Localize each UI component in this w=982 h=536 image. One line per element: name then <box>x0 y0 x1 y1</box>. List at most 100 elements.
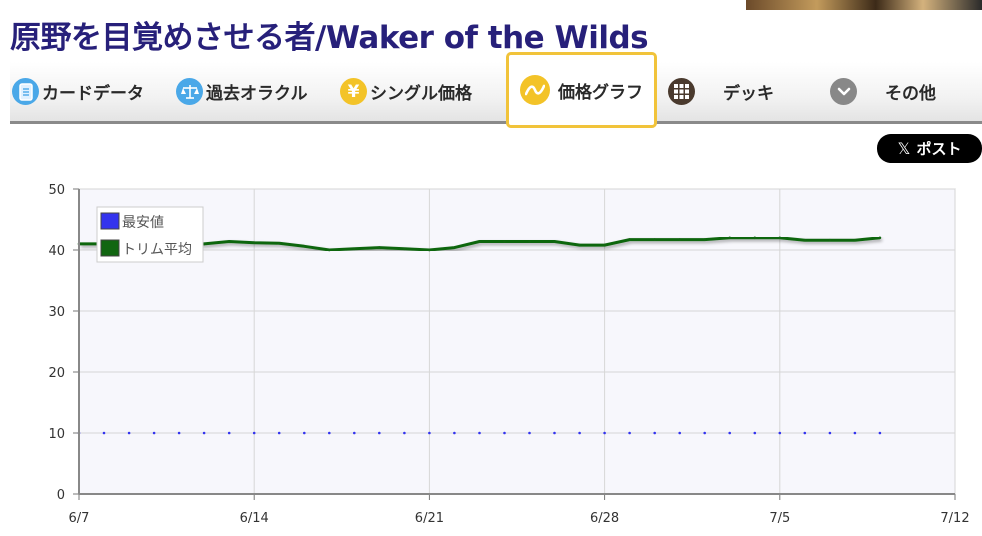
y-tick-label: 0 <box>57 488 65 503</box>
legend-swatch <box>100 212 120 230</box>
data-point <box>478 240 481 243</box>
data-point <box>303 431 306 435</box>
tab-label: その他 <box>885 84 936 104</box>
data-point <box>653 431 656 435</box>
oracle-icon <box>176 78 203 105</box>
data-point <box>778 431 782 435</box>
x-logo-icon: 𝕏 <box>897 139 911 158</box>
legend-label: 最安値 <box>122 215 164 231</box>
data-point <box>252 241 256 244</box>
data-point <box>277 242 281 245</box>
data-point <box>728 236 731 240</box>
x-tick-label: 7/5 <box>769 511 790 526</box>
data-point <box>828 431 832 435</box>
top-right-card-image <box>746 0 982 10</box>
data-point <box>478 431 481 435</box>
data-point <box>202 431 206 435</box>
plot-area <box>78 188 956 495</box>
data-point <box>603 243 606 247</box>
legend-swatch <box>100 239 120 257</box>
data-point <box>878 236 882 240</box>
data-point <box>853 238 857 242</box>
data-point <box>403 247 406 251</box>
data-point <box>102 431 106 435</box>
data-point <box>328 248 331 252</box>
y-tick-label: 30 <box>48 305 65 320</box>
data-point <box>428 248 431 252</box>
price-graph-icon <box>520 75 550 105</box>
card-data-icon <box>12 78 39 105</box>
page-title: 原野を目覚めさせる者/Waker of the Wilds <box>10 20 649 56</box>
yen-icon: ¥ <box>340 78 367 105</box>
price-chart: 0 10 20 30 40 50 6/7 6/14 6/21 6/28 7/5 7/12 最安値トリム… <box>48 183 969 526</box>
tab-price-graph[interactable]: 価格グラフ <box>506 52 657 128</box>
data-point <box>803 431 807 435</box>
y-tick-label: 20 <box>48 366 65 381</box>
data-point <box>353 431 356 435</box>
tab-label: 過去オラクル <box>206 84 308 104</box>
data-point <box>177 431 181 435</box>
data-point <box>803 238 807 242</box>
data-point <box>878 431 882 435</box>
data-point <box>528 240 531 243</box>
legend-label: トリム平均 <box>122 242 192 258</box>
x-tick-label: 6/21 <box>415 511 444 526</box>
data-point <box>678 238 681 241</box>
data-point <box>528 431 531 435</box>
data-point <box>628 431 631 435</box>
data-point <box>703 431 706 435</box>
x-tick-label: 7/12 <box>940 511 969 526</box>
data-point <box>553 431 556 435</box>
post-label: ポスト <box>916 140 962 158</box>
tab-card-data[interactable]: カードデータ <box>12 62 144 121</box>
data-point <box>127 431 131 435</box>
deck-grid-icon <box>668 78 695 105</box>
y-tick-label: 50 <box>48 183 65 198</box>
data-point <box>453 246 456 249</box>
data-point <box>853 431 857 435</box>
data-point <box>403 431 406 435</box>
tab-label: デッキ <box>723 84 774 104</box>
tab-label: カードデータ <box>42 84 144 104</box>
data-point <box>277 431 281 435</box>
x-tick-label: 6/7 <box>69 511 90 526</box>
tab-label: シングル価格 <box>370 84 472 104</box>
data-point <box>328 431 331 435</box>
data-point <box>303 245 306 248</box>
x-tick-label: 6/28 <box>590 511 619 526</box>
data-point <box>152 431 156 435</box>
data-point <box>553 240 556 243</box>
data-point <box>353 247 356 251</box>
data-point <box>227 240 231 243</box>
data-point <box>503 240 506 243</box>
data-point <box>378 431 381 435</box>
data-point <box>728 431 731 435</box>
data-point <box>378 246 381 249</box>
data-point <box>227 431 231 435</box>
tab-bar: カードデータ 過去オラクル ¥ シングル価格 デッキ その他 <box>10 62 982 124</box>
data-point <box>453 431 456 435</box>
tab-other[interactable]: その他 <box>830 62 936 121</box>
data-point <box>778 236 782 240</box>
tab-deck[interactable]: デッキ <box>668 62 774 121</box>
data-point <box>703 238 706 241</box>
y-tick-label: 10 <box>48 427 65 442</box>
data-point <box>578 431 581 435</box>
data-point <box>628 238 631 241</box>
data-point <box>252 431 256 435</box>
tab-single-price[interactable]: ¥ シングル価格 <box>340 62 472 121</box>
data-point <box>678 431 681 435</box>
x-post-button[interactable]: 𝕏 ポスト <box>877 134 982 163</box>
data-point <box>603 431 606 435</box>
data-point <box>828 238 832 242</box>
y-tick-label: 40 <box>48 244 65 259</box>
data-point <box>503 431 506 435</box>
data-point <box>428 431 431 435</box>
tab-label: 価格グラフ <box>558 82 643 103</box>
data-point <box>578 243 581 247</box>
tab-past-oracle[interactable]: 過去オラクル <box>176 62 308 121</box>
data-point <box>653 238 656 241</box>
data-point <box>753 236 757 240</box>
data-point <box>753 431 757 435</box>
more-chevron-icon <box>830 78 857 105</box>
